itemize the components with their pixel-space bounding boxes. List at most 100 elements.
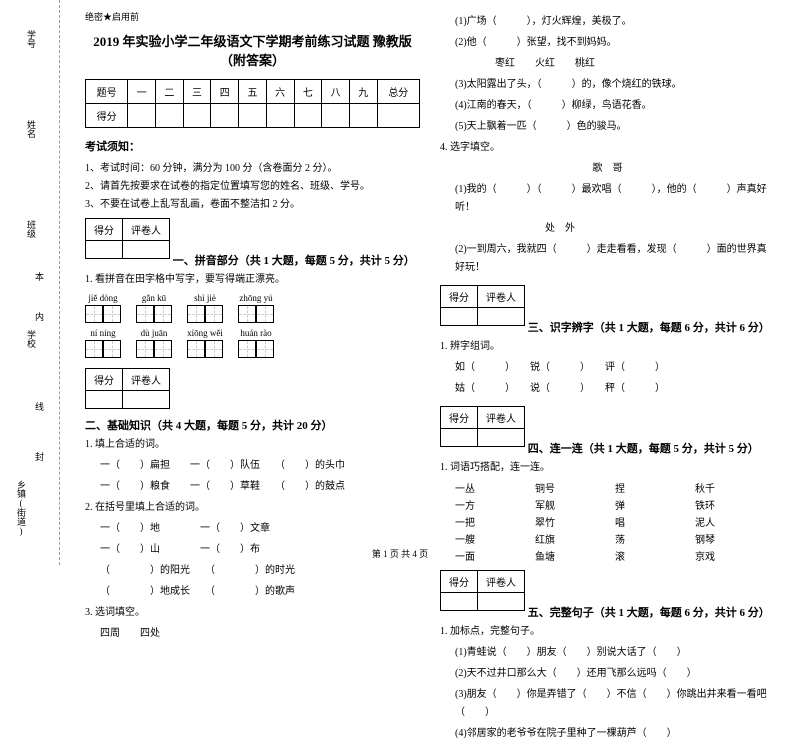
margin-char: 内 <box>35 310 44 323</box>
fill-line: (1)青蛙说（ ）朋友（ ）别说大话了（ ） <box>440 644 775 662</box>
char-box[interactable] <box>154 305 172 323</box>
fill-line: (5)天上飘着一匹（ ）色的骏马。 <box>440 118 775 136</box>
score-label: 得分 <box>86 219 123 241</box>
grader-label: 评卷人 <box>478 286 525 308</box>
part-score-box: 得分评卷人 <box>85 368 170 409</box>
margin-char: 封 <box>35 450 44 463</box>
fill-line: 一（ ）山 一（ ）布 <box>85 541 420 559</box>
fill-line: (2)天不过井口那么大（ ）还用飞那么远吗（ ） <box>440 665 775 683</box>
right-column: (1)广场（ ），灯火辉煌，美极了。 (2)他（ ）张望，找不到妈妈。 枣红 火… <box>430 10 785 555</box>
q-text: 1. 辨字组词。 <box>440 339 775 355</box>
char-box[interactable] <box>154 340 172 358</box>
score-cell[interactable] <box>128 104 156 128</box>
margin-label-town: 乡镇(街道) <box>15 480 28 536</box>
grader-cell[interactable] <box>478 429 525 447</box>
pinyin: ní níng <box>85 328 121 338</box>
match-row: 一面鱼塘滚京戏 <box>455 548 775 563</box>
th: 二 <box>156 80 184 104</box>
char-box[interactable] <box>103 340 121 358</box>
char-box[interactable] <box>136 305 154 323</box>
score-cell[interactable] <box>266 104 294 128</box>
th: 七 <box>294 80 322 104</box>
char-box[interactable] <box>256 340 274 358</box>
th: 五 <box>239 80 267 104</box>
part-score-box: 得分评卷人 <box>85 218 170 259</box>
fill-line: (3)朋友（ ）你是弄错了（ ）不信（ ）你跳出井来看一看吧（ ） <box>440 686 775 722</box>
pinyin: gǎn kū <box>136 293 172 303</box>
q-text: 4. 选字填空。 <box>440 140 775 156</box>
exam-title: 2019 年实验小学二年级语文下学期考前练习试题 豫教版（附答案） <box>85 31 420 69</box>
grader-label: 评卷人 <box>123 219 170 241</box>
match-row: 一把翠竹唱泥人 <box>455 514 775 529</box>
score-label: 得分 <box>86 104 128 128</box>
grader-label: 评卷人 <box>478 571 525 593</box>
char-box[interactable] <box>187 305 205 323</box>
score-cell[interactable] <box>294 104 322 128</box>
th: 题号 <box>86 80 128 104</box>
grader-cell[interactable] <box>478 308 525 326</box>
fill-line: (1)我的（ ）（ ）最欢唱（ ），他的（ ）声真好听！ <box>440 181 775 217</box>
binding-margin: 学号 姓名 班级 学校 乡镇(街道) 本 内 线 封 <box>0 0 60 565</box>
part1-title: 一、拼音部分（共 1 大题，每题 5 分，共计 5 分） <box>173 255 415 267</box>
th: 三 <box>183 80 211 104</box>
score-label: 得分 <box>441 286 478 308</box>
score-label: 得分 <box>86 369 123 391</box>
char-box[interactable] <box>85 305 103 323</box>
char-box[interactable] <box>85 340 103 358</box>
th: 四 <box>211 80 239 104</box>
q-text: 1. 加标点，完整句子。 <box>440 624 775 640</box>
main-content: 绝密★启用前 2019 年实验小学二年级语文下学期考前练习试题 豫教版（附答案）… <box>60 0 800 565</box>
pinyin: jiě dòng <box>85 293 121 303</box>
char-box[interactable] <box>238 305 256 323</box>
score-cell[interactable] <box>239 104 267 128</box>
fill-line: (2)他（ ）张望，找不到妈妈。 <box>440 34 775 52</box>
score-cell[interactable] <box>86 241 123 259</box>
margin-char: 线 <box>35 400 44 413</box>
char-box[interactable] <box>187 340 205 358</box>
fill-line: 姑（ ） 说（ ） 秤（ ） <box>440 380 775 398</box>
score-cell[interactable] <box>441 308 478 326</box>
grader-cell[interactable] <box>123 391 170 409</box>
grader-label: 评卷人 <box>478 407 525 429</box>
fill-line: 一（ ）扁担 一（ ）队伍 （ ）的头巾 <box>85 457 420 475</box>
fill-line: (3)太阳露出了头，（ ）的，像个烧红的铁球。 <box>440 76 775 94</box>
score-cell[interactable] <box>86 391 123 409</box>
q-text: 3. 选词填空。 <box>85 605 420 621</box>
score-cell[interactable] <box>441 429 478 447</box>
score-cell[interactable] <box>156 104 184 128</box>
secret-label: 绝密★启用前 <box>85 10 420 23</box>
score-label: 得分 <box>441 571 478 593</box>
score-label: 得分 <box>441 407 478 429</box>
match-row: 一方军舰弹铁环 <box>455 497 775 512</box>
fill-line: (2)一到周六，我就四（ ）走走看看，发现（ ）面的世界真好玩！ <box>440 241 775 277</box>
notice-title: 考试须知： <box>85 138 420 154</box>
score-cell[interactable] <box>211 104 239 128</box>
margin-char: 本 <box>35 270 44 283</box>
char-box[interactable] <box>136 340 154 358</box>
score-cell[interactable] <box>377 104 419 128</box>
char-box[interactable] <box>256 305 274 323</box>
grader-label: 评卷人 <box>123 369 170 391</box>
char-box[interactable] <box>103 305 121 323</box>
q-text: 1. 填上合适的词。 <box>85 437 420 453</box>
part5-title: 五、完整句子（共 1 大题，每题 6 分，共计 6 分） <box>528 607 770 619</box>
notice-item: 3、不要在试卷上乱写乱画，卷面不整洁扣 2 分。 <box>85 195 420 210</box>
fill-line: （ ）地成长 （ ）的歌声 <box>85 583 420 601</box>
notice-item: 1、考试时间：60 分钟，满分为 100 分（含卷面分 2 分）。 <box>85 159 420 174</box>
fill-sub: 四周 四处 <box>85 625 420 643</box>
grader-cell[interactable] <box>478 593 525 611</box>
part-score-box: 得分评卷人 <box>440 570 525 611</box>
char-box[interactable] <box>238 340 256 358</box>
char-box[interactable] <box>205 305 223 323</box>
pinyin: zhōng yú <box>238 293 274 303</box>
score-cell[interactable] <box>441 593 478 611</box>
pinyin: xiōng wěi <box>187 328 223 338</box>
score-cell[interactable] <box>349 104 377 128</box>
grader-cell[interactable] <box>123 241 170 259</box>
score-cell[interactable] <box>322 104 350 128</box>
fill-line: 一（ ）粮食 一（ ）草鞋 （ ）的鼓点 <box>85 478 420 496</box>
score-cell[interactable] <box>183 104 211 128</box>
char-box[interactable] <box>205 340 223 358</box>
margin-label-class: 班级 <box>25 220 38 238</box>
th: 六 <box>266 80 294 104</box>
